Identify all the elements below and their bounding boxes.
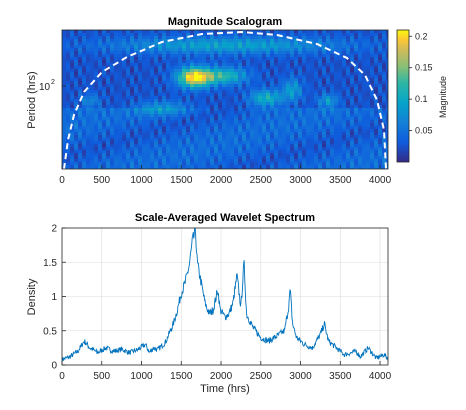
scalogram-axes-box xyxy=(61,29,389,170)
scalogram-y-tick: 10 2 xyxy=(39,79,66,93)
spectrum-y-tick-label: 2 xyxy=(51,224,57,235)
colorbar-tick-label: 0.05 xyxy=(415,126,433,136)
spectrum-grid xyxy=(61,227,388,366)
spectrum-x-tick-label: 4000 xyxy=(369,371,392,382)
spectrum-x-tick-label: 2500 xyxy=(250,371,273,382)
colorbar-ticks: 0.05 0.1 0.15 0.2 xyxy=(409,31,433,136)
spectrum-x-label: Time (hrs) xyxy=(200,383,250,395)
spectrum-y-tick-label: 0 xyxy=(51,361,57,372)
colorbar-label: Magnitude xyxy=(438,76,448,118)
spectrum-title: Scale-Averaged Wavelet Spectrum xyxy=(135,212,315,224)
spectrum-x-tick-label: 3000 xyxy=(289,371,312,382)
scalogram-x-tick-label: 1500 xyxy=(170,175,193,186)
spectrum-x-tick-label: 1000 xyxy=(130,371,153,382)
spectrum-x-tick-label: 500 xyxy=(93,371,110,382)
spectrum-y-label: Density xyxy=(26,278,38,315)
scalogram-x-tick-label: 1000 xyxy=(130,175,153,186)
scalogram-x-tick-label: 4000 xyxy=(369,175,392,186)
spectrum-x-tick-label: 2000 xyxy=(210,371,233,382)
scalogram-x-tick-label: 2000 xyxy=(210,175,233,186)
scalogram-title: Magnitude Scalogram xyxy=(168,16,283,28)
spectrum-x-tick-label: 3500 xyxy=(329,371,352,382)
scalogram-x-tick-label: 500 xyxy=(93,175,110,186)
scalogram-heatmap xyxy=(62,30,388,169)
spectrum-x-tick-label: 1500 xyxy=(170,371,193,382)
colorbar-tick-label: 0.2 xyxy=(415,31,428,41)
spectrum-y-tick-label: 1 xyxy=(51,292,57,303)
spectrum-y-tick-label: 0.5 xyxy=(43,326,57,337)
scalogram-x-tick-label: 3000 xyxy=(289,175,312,186)
scalogram-x-tick-label: 0 xyxy=(59,175,65,186)
colorbar-tick-label: 0.1 xyxy=(415,94,428,104)
scalogram-x-tick-label: 3500 xyxy=(329,175,352,186)
colorbar xyxy=(396,29,410,163)
spectrum-x-ticks: 0 500 1000 1500 2000 2500 3000 3500 4000 xyxy=(59,361,392,382)
colorbar-tick-label: 0.15 xyxy=(415,63,433,73)
cone-of-influence-line xyxy=(63,30,387,170)
scalogram-y-tick-base: 10 xyxy=(39,82,51,93)
spectrum-x-tick-label: 0 xyxy=(59,371,65,382)
spectrum-line xyxy=(62,228,388,362)
spectrum-y-tick-label: 1.5 xyxy=(43,258,57,269)
scalogram-x-tick-label: 2500 xyxy=(250,175,273,186)
spectrum-y-ticks: 0 0.5 1 1.5 2 xyxy=(43,224,66,372)
scalogram-y-label: Period (hrs) xyxy=(26,71,38,128)
scalogram-x-ticks: 0 500 1000 1500 2000 2500 3000 3500 4000 xyxy=(59,165,392,186)
scalogram-y-tick-exponent: 2 xyxy=(51,79,55,86)
